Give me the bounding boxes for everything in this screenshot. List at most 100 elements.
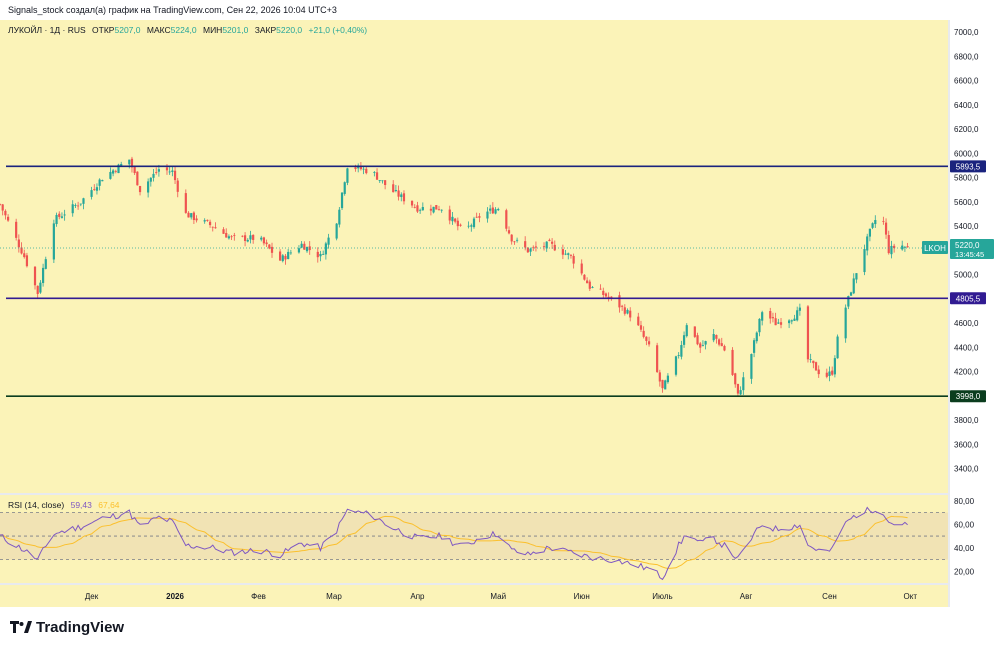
candle[interactable] (416, 201, 419, 213)
candle[interactable] (583, 274, 586, 281)
candle[interactable] (71, 200, 74, 217)
candle[interactable] (421, 202, 424, 211)
candle[interactable] (0, 203, 2, 206)
candle[interactable] (260, 235, 263, 242)
candle[interactable] (796, 306, 799, 322)
candle[interactable] (817, 365, 820, 378)
candle[interactable] (373, 171, 376, 177)
candle[interactable] (685, 323, 688, 338)
candle[interactable] (833, 355, 836, 378)
candle[interactable] (173, 165, 177, 185)
candle[interactable] (752, 338, 756, 358)
candle[interactable] (551, 238, 554, 249)
candle[interactable] (812, 360, 815, 369)
candle[interactable] (362, 166, 365, 175)
candle[interactable] (666, 373, 670, 384)
candle[interactable] (448, 205, 451, 225)
candle[interactable] (300, 241, 303, 249)
candle[interactable] (322, 250, 325, 256)
candle[interactable] (736, 383, 740, 397)
candle[interactable] (303, 241, 306, 250)
candle[interactable] (507, 226, 511, 235)
candle[interactable] (618, 291, 621, 313)
candle[interactable] (384, 180, 387, 190)
candle[interactable] (637, 312, 640, 326)
candle[interactable] (545, 241, 548, 252)
rsi-legend[interactable]: RSI (14, close) 59,43 67,64 (8, 500, 120, 510)
candle[interactable] (454, 217, 457, 224)
candle[interactable] (392, 180, 395, 193)
candle[interactable] (20, 242, 23, 255)
candle[interactable] (93, 184, 96, 191)
candle[interactable] (41, 263, 45, 287)
candle[interactable] (394, 184, 397, 193)
candle[interactable] (793, 314, 796, 321)
candle[interactable] (750, 353, 753, 384)
candle[interactable] (602, 287, 605, 299)
candle[interactable] (661, 379, 664, 393)
candle[interactable] (674, 355, 678, 377)
candle[interactable] (413, 204, 416, 209)
candle[interactable] (699, 341, 702, 354)
candle[interactable] (400, 192, 403, 202)
candle[interactable] (806, 304, 810, 363)
candle[interactable] (74, 203, 77, 208)
candle[interactable] (720, 337, 723, 347)
candle[interactable] (798, 303, 801, 316)
candle[interactable] (214, 222, 217, 229)
candle[interactable] (58, 211, 61, 220)
candle[interactable] (515, 237, 519, 243)
candle[interactable] (467, 221, 470, 229)
candle[interactable] (505, 208, 508, 232)
candle[interactable] (704, 340, 707, 350)
tradingview-logo[interactable]: TradingView (10, 617, 124, 637)
candle[interactable] (761, 310, 764, 326)
candle[interactable] (459, 223, 462, 227)
candle[interactable] (44, 256, 47, 270)
candle[interactable] (475, 212, 478, 218)
candle[interactable] (138, 185, 142, 196)
candle[interactable] (717, 338, 721, 347)
candle[interactable] (868, 228, 871, 242)
candle[interactable] (130, 156, 134, 173)
candle[interactable] (884, 218, 888, 239)
candle[interactable] (192, 211, 196, 225)
candle[interactable] (588, 279, 591, 292)
candle[interactable] (316, 247, 319, 263)
candle[interactable] (246, 238, 249, 243)
candle[interactable] (755, 331, 758, 344)
candle[interactable] (171, 166, 174, 177)
candle[interactable] (642, 326, 645, 339)
candle[interactable] (297, 245, 301, 254)
candle[interactable] (222, 227, 225, 234)
candle[interactable] (497, 207, 500, 212)
candle[interactable] (680, 340, 683, 360)
candle[interactable] (327, 233, 330, 249)
candle[interactable] (629, 307, 632, 322)
candle[interactable] (324, 241, 327, 260)
candle[interactable] (626, 308, 629, 315)
candle[interactable] (397, 185, 400, 201)
candle[interactable] (136, 171, 139, 186)
candle[interactable] (534, 241, 538, 252)
candle[interactable] (281, 253, 284, 263)
candle[interactable] (849, 291, 853, 296)
candle[interactable] (715, 334, 718, 344)
candle[interactable] (429, 204, 433, 216)
candle[interactable] (252, 234, 255, 244)
candle[interactable] (863, 244, 866, 276)
candle[interactable] (262, 236, 266, 246)
candle[interactable] (155, 167, 158, 175)
candle[interactable] (230, 235, 233, 241)
candle[interactable] (149, 177, 152, 187)
candle[interactable] (343, 181, 346, 196)
candle[interactable] (4, 209, 7, 220)
candle[interactable] (168, 166, 171, 175)
candle[interactable] (82, 197, 85, 210)
candle[interactable] (723, 344, 726, 352)
candle[interactable] (658, 369, 661, 387)
candle[interactable] (486, 207, 489, 223)
candle[interactable] (435, 204, 438, 210)
candle[interactable] (621, 304, 624, 311)
